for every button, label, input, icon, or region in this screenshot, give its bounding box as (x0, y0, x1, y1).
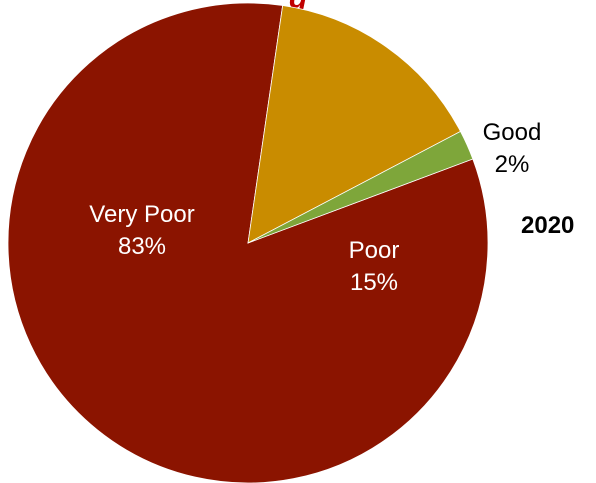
slice-label-good: Good 2% (483, 119, 542, 178)
pie-slice-good (247, 130, 474, 244)
year-label: 2020 (521, 212, 575, 239)
slice-label-poor: Poor 15% (349, 237, 400, 296)
pie-slice-poor (247, 5, 462, 244)
slice-label-very-poor: Very Poor 83% (89, 201, 194, 260)
